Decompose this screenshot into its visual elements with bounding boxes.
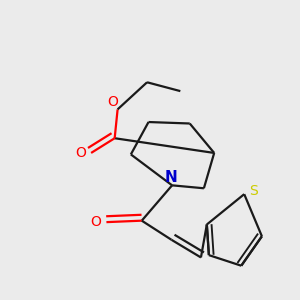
Text: O: O (90, 215, 101, 229)
Text: N: N (164, 169, 177, 184)
Text: O: O (75, 146, 86, 160)
Text: O: O (107, 95, 118, 109)
Text: S: S (249, 184, 257, 198)
